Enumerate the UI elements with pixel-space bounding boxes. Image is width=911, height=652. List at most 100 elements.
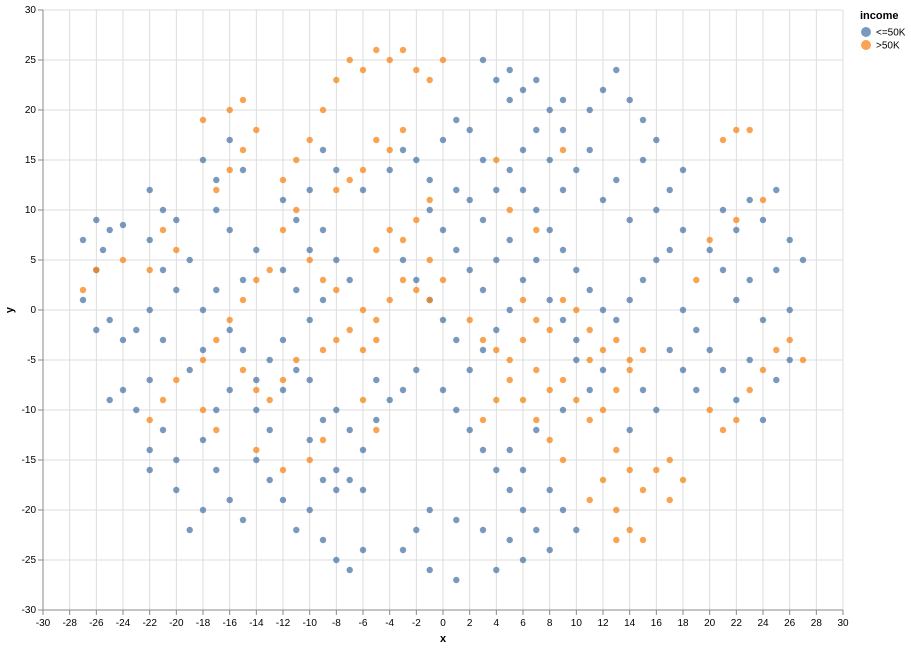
point-gt50k bbox=[479, 416, 487, 424]
point-le50k bbox=[559, 186, 567, 194]
point-le50k bbox=[399, 146, 407, 154]
point-le50k bbox=[786, 236, 793, 244]
point-le50k bbox=[506, 66, 513, 74]
x-tick-label: 18 bbox=[677, 618, 689, 629]
point-le50k bbox=[653, 256, 660, 264]
point-le50k bbox=[519, 186, 527, 194]
point-gt50k bbox=[119, 256, 127, 264]
point-gt50k bbox=[413, 66, 420, 74]
point-le50k bbox=[346, 476, 353, 484]
legend-label-le50k: <=50K bbox=[876, 28, 906, 39]
point-gt50k bbox=[586, 496, 593, 504]
point-le50k bbox=[266, 426, 273, 434]
point-le50k bbox=[533, 426, 540, 434]
point-gt50k bbox=[319, 346, 327, 354]
point-le50k bbox=[639, 276, 647, 284]
point-le50k bbox=[146, 236, 153, 244]
point-le50k bbox=[546, 226, 553, 234]
x-tick-label: 14 bbox=[624, 618, 636, 629]
point-le50k bbox=[106, 396, 113, 404]
y-tick-label: 0 bbox=[30, 305, 36, 316]
point-gt50k bbox=[666, 456, 673, 464]
point-le50k bbox=[226, 386, 233, 394]
x-tick-label: -30 bbox=[36, 618, 51, 629]
point-gt50k bbox=[159, 396, 167, 404]
point-gt50k bbox=[613, 386, 620, 394]
x-tick-label: 26 bbox=[784, 618, 796, 629]
point-gt50k bbox=[253, 446, 260, 454]
point-gt50k bbox=[333, 76, 340, 84]
point-gt50k bbox=[173, 246, 180, 254]
x-tick-label: 30 bbox=[837, 618, 849, 629]
point-gt50k bbox=[279, 376, 287, 384]
point-gt50k bbox=[373, 426, 380, 434]
point-gt50k bbox=[399, 276, 407, 284]
point-le50k bbox=[253, 456, 260, 464]
point-gt50k bbox=[146, 266, 153, 274]
point-gt50k bbox=[293, 356, 300, 364]
point-gt50k bbox=[413, 216, 420, 224]
data-points bbox=[79, 46, 807, 584]
point-le50k bbox=[453, 406, 460, 414]
x-tick-label: 10 bbox=[571, 618, 583, 629]
point-le50k bbox=[639, 386, 647, 394]
point-gt50k bbox=[639, 346, 647, 354]
point-le50k bbox=[413, 276, 420, 284]
x-tick-label: -24 bbox=[116, 618, 131, 629]
point-le50k bbox=[386, 166, 393, 174]
x-tick-label: -2 bbox=[412, 618, 421, 629]
point-gt50k bbox=[626, 356, 633, 364]
point-le50k bbox=[199, 436, 207, 444]
point-gt50k bbox=[573, 306, 580, 314]
point-gt50k bbox=[399, 126, 407, 134]
point-le50k bbox=[239, 276, 247, 284]
point-gt50k bbox=[93, 266, 100, 274]
point-gt50k bbox=[359, 396, 367, 404]
point-le50k bbox=[693, 386, 700, 394]
point-le50k bbox=[679, 306, 687, 314]
point-le50k bbox=[559, 246, 567, 254]
point-le50k bbox=[479, 56, 487, 64]
point-le50k bbox=[359, 186, 367, 194]
point-le50k bbox=[639, 156, 647, 164]
point-le50k bbox=[159, 266, 167, 274]
x-tick-label: 24 bbox=[757, 618, 769, 629]
point-le50k bbox=[226, 326, 233, 334]
point-gt50k bbox=[786, 336, 793, 344]
point-gt50k bbox=[439, 56, 447, 64]
point-gt50k bbox=[519, 296, 527, 304]
point-le50k bbox=[586, 386, 593, 394]
point-gt50k bbox=[626, 466, 633, 474]
point-gt50k bbox=[586, 356, 593, 364]
point-le50k bbox=[346, 566, 353, 574]
point-gt50k bbox=[533, 316, 540, 324]
point-le50k bbox=[239, 346, 247, 354]
point-le50k bbox=[319, 146, 327, 154]
point-le50k bbox=[493, 466, 500, 474]
point-le50k bbox=[333, 256, 340, 264]
point-gt50k bbox=[346, 176, 353, 184]
point-le50k bbox=[706, 346, 713, 354]
point-le50k bbox=[279, 386, 287, 394]
point-le50k bbox=[786, 306, 793, 314]
point-le50k bbox=[599, 366, 607, 374]
point-le50k bbox=[199, 346, 207, 354]
point-le50k bbox=[773, 186, 780, 194]
point-le50k bbox=[173, 216, 180, 224]
point-le50k bbox=[506, 486, 513, 494]
point-gt50k bbox=[293, 206, 300, 214]
point-le50k bbox=[466, 126, 473, 134]
point-gt50k bbox=[333, 186, 340, 194]
point-le50k bbox=[506, 166, 513, 174]
x-tick-label: -26 bbox=[89, 618, 104, 629]
point-le50k bbox=[373, 376, 380, 384]
y-tick-label: 20 bbox=[25, 105, 37, 116]
point-le50k bbox=[466, 366, 473, 374]
point-gt50k bbox=[373, 136, 380, 144]
point-gt50k bbox=[759, 196, 767, 204]
point-le50k bbox=[733, 226, 740, 234]
point-le50k bbox=[599, 306, 607, 314]
point-gt50k bbox=[599, 346, 607, 354]
point-le50k bbox=[119, 221, 127, 229]
